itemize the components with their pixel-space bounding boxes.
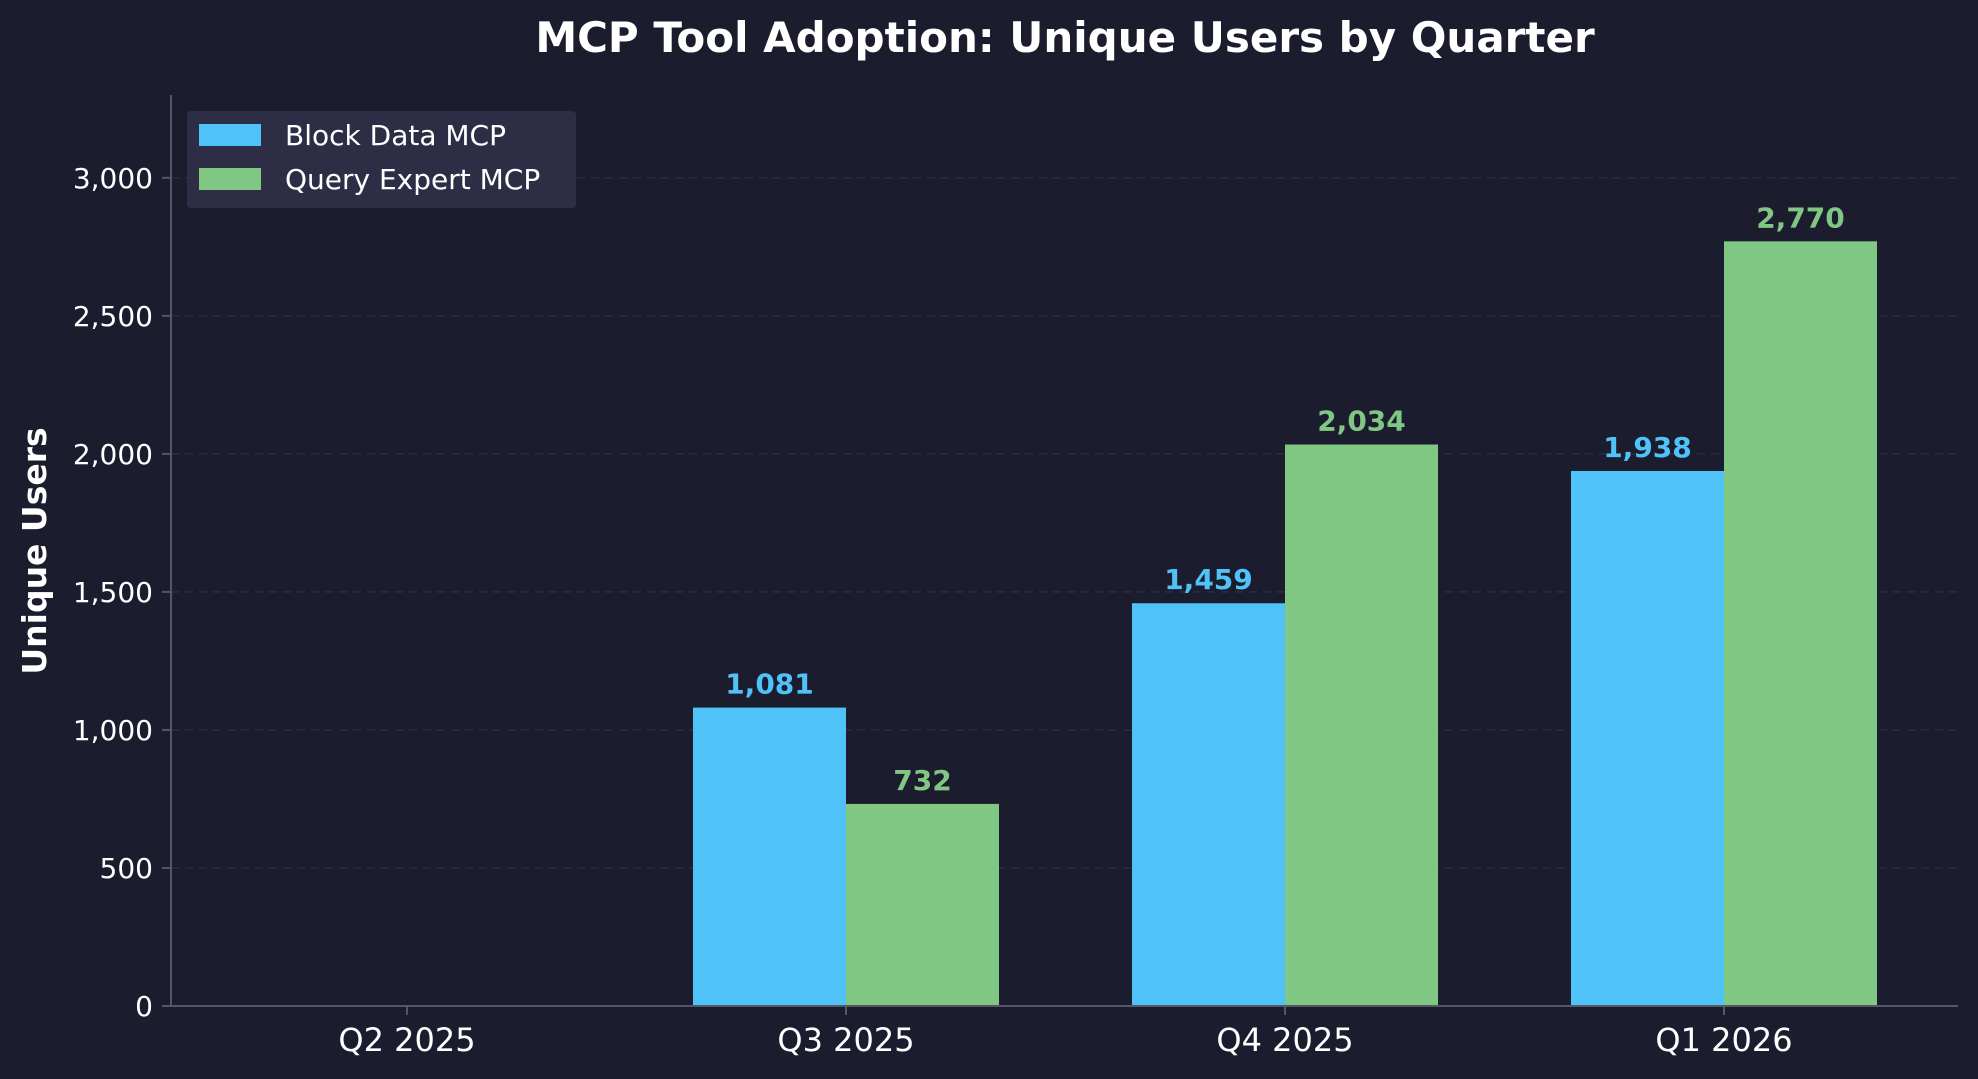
bar — [846, 803, 999, 1006]
axes — [162, 95, 1958, 1015]
y-tick-label: 500 — [100, 852, 153, 885]
y-axis-label: Unique Users — [15, 427, 54, 674]
value-labels: 1,081 1,459 1,938 732 2,034 2,770 — [725, 201, 1845, 797]
bar — [693, 707, 846, 1006]
bar-value-label: 732 — [893, 764, 951, 797]
bars — [693, 241, 1877, 1007]
y-tick-label: 1,000 — [73, 714, 153, 747]
y-tick-label: 2,000 — [73, 438, 153, 471]
bar-value-label: 2,770 — [1756, 201, 1845, 234]
y-tick-label: 1,500 — [73, 576, 153, 609]
x-tick-label: Q4 2025 — [1216, 1021, 1353, 1059]
legend-label-block-data: Block Data MCP — [285, 119, 506, 152]
x-tick-label: Q2 2025 — [338, 1021, 475, 1059]
legend-swatch-query-expert — [199, 168, 261, 190]
x-tick-label: Q1 2026 — [1655, 1021, 1792, 1059]
legend-box — [187, 111, 576, 208]
legend: Block Data MCP Query Expert MCP — [187, 111, 576, 208]
bar — [1571, 470, 1724, 1007]
bar — [1132, 603, 1285, 1006]
y-tick-label: 3,000 — [73, 162, 153, 195]
x-tick-label: Q3 2025 — [777, 1021, 914, 1059]
legend-label-query-expert: Query Expert MCP — [285, 163, 540, 196]
y-tick-label: 0 — [135, 990, 153, 1023]
bar — [1724, 241, 1877, 1006]
bar-value-label: 1,459 — [1164, 563, 1253, 596]
legend-swatch-block-data — [199, 124, 261, 146]
bar-value-label: 1,938 — [1603, 431, 1692, 464]
bar-value-label: 1,081 — [725, 668, 814, 701]
tick-labels: 0 500 1,000 1,500 2,000 2,500 3,000 Q2 2025 Q3 2… — [73, 162, 1793, 1059]
bar — [1285, 444, 1438, 1006]
bar-value-label: 2,034 — [1317, 404, 1406, 437]
y-tick-label: 2,500 — [73, 300, 153, 333]
chart-title: MCP Tool Adoption: Unique Users by Quart… — [535, 13, 1595, 62]
